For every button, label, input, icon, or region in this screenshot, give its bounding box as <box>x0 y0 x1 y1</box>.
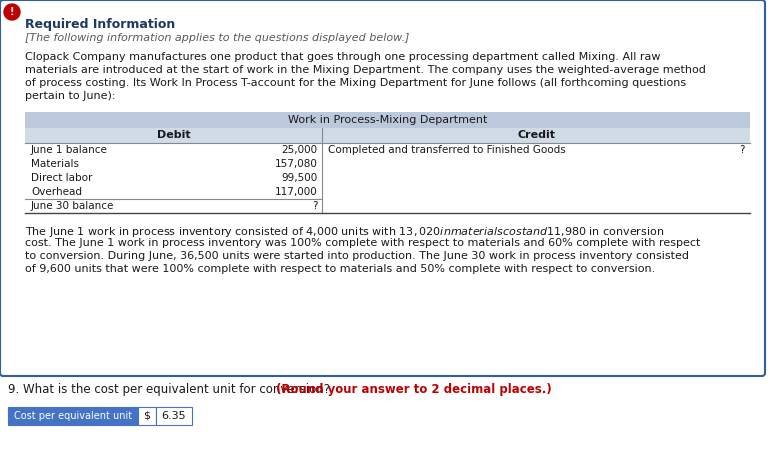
Text: pertain to June):: pertain to June): <box>25 91 115 101</box>
Text: Overhead: Overhead <box>31 187 82 197</box>
FancyBboxPatch shape <box>0 0 765 376</box>
Text: [The following information applies to the questions displayed below.]: [The following information applies to th… <box>25 33 409 43</box>
Text: to conversion. During June, 36,500 units were started into production. The June : to conversion. During June, 36,500 units… <box>25 251 689 261</box>
Text: of 9,600 units that were 100% complete with respect to materials and 50% complet: of 9,600 units that were 100% complete w… <box>25 264 655 274</box>
Text: June 30 balance: June 30 balance <box>31 201 114 211</box>
Text: 157,080: 157,080 <box>274 159 318 169</box>
Text: Required Information: Required Information <box>25 18 176 31</box>
Text: Materials: Materials <box>31 159 79 169</box>
Bar <box>138 407 156 425</box>
Text: Completed and transferred to Finished Goods: Completed and transferred to Finished Go… <box>328 145 566 155</box>
Text: of process costing. Its Work In Process T-account for the Mixing Department for : of process costing. Its Work In Process … <box>25 78 686 88</box>
Text: June 1 balance: June 1 balance <box>31 145 108 155</box>
Text: Cost per equivalent unit: Cost per equivalent unit <box>14 411 132 421</box>
Text: Credit: Credit <box>517 130 555 141</box>
Circle shape <box>4 4 20 20</box>
Bar <box>25 112 750 128</box>
Text: cost. The June 1 work in process inventory was 100% complete with respect to mat: cost. The June 1 work in process invento… <box>25 238 700 248</box>
Bar <box>156 407 192 425</box>
Text: 9. What is the cost per equivalent unit for conversion?: 9. What is the cost per equivalent unit … <box>8 383 334 396</box>
Text: 99,500: 99,500 <box>281 173 318 183</box>
Text: Debit: Debit <box>157 130 191 141</box>
Bar <box>25 128 750 143</box>
Text: The June 1 work in process inventory consisted of 4,000 units with $13,020 in ma: The June 1 work in process inventory con… <box>25 225 664 239</box>
Text: 6.35: 6.35 <box>162 411 187 421</box>
Text: ?: ? <box>312 201 318 211</box>
Text: Direct labor: Direct labor <box>31 173 93 183</box>
Text: ?: ? <box>739 145 745 155</box>
Text: 117,000: 117,000 <box>274 187 318 197</box>
Text: !: ! <box>9 7 14 17</box>
Text: $: $ <box>143 411 151 421</box>
Bar <box>8 407 138 425</box>
Text: (Round your answer to 2 decimal places.): (Round your answer to 2 decimal places.) <box>276 383 551 396</box>
Text: Clopack Company manufactures one product that goes through one processing depart: Clopack Company manufactures one product… <box>25 52 660 62</box>
Text: 25,000: 25,000 <box>281 145 318 155</box>
Text: materials are introduced at the start of work in the Mixing Department. The comp: materials are introduced at the start of… <box>25 65 706 75</box>
Text: Work in Process-Mixing Department: Work in Process-Mixing Department <box>288 115 487 125</box>
